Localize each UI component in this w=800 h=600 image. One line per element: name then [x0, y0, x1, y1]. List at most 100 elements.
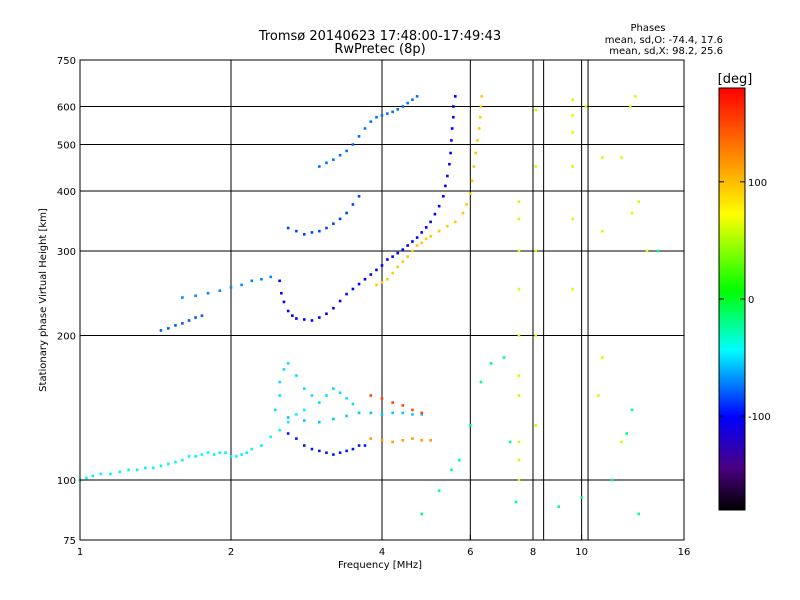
x-tick-label: 4	[379, 547, 385, 558]
data-point	[363, 277, 367, 281]
data-point	[610, 478, 614, 482]
data-point	[357, 135, 361, 138]
data-point	[332, 306, 335, 310]
data-point	[375, 283, 378, 287]
data-point	[302, 419, 306, 422]
data-point	[318, 316, 321, 319]
data-point	[449, 151, 452, 155]
data-point	[282, 368, 286, 371]
data-point	[437, 204, 441, 208]
data-point	[338, 299, 342, 303]
data-point	[479, 380, 483, 384]
data-point	[401, 411, 405, 415]
data-point	[474, 151, 478, 155]
data-point	[420, 411, 424, 415]
data-point	[448, 162, 451, 166]
data-point	[597, 394, 600, 397]
data-point	[401, 260, 405, 264]
data-point	[109, 472, 112, 476]
data-point	[286, 416, 290, 419]
data-point	[224, 451, 227, 455]
data-point	[357, 195, 361, 198]
data-point	[401, 105, 405, 108]
data-point	[174, 324, 177, 327]
data-point	[571, 217, 575, 221]
data-point	[218, 451, 222, 455]
data-point	[240, 283, 243, 287]
data-point	[480, 95, 483, 98]
data-point	[295, 374, 298, 377]
data-point	[461, 211, 465, 215]
data-point	[380, 397, 384, 400]
data-point	[345, 449, 348, 453]
x-tick-label: 1	[77, 547, 83, 558]
data-point	[295, 413, 298, 416]
data-point	[338, 451, 342, 455]
data-point	[369, 394, 373, 397]
data-point	[200, 314, 204, 317]
data-point	[380, 281, 384, 284]
data-point	[369, 273, 373, 276]
data-point	[218, 289, 222, 292]
data-point	[534, 108, 538, 112]
data-point	[310, 447, 314, 451]
data-point	[534, 165, 538, 168]
data-point	[444, 184, 447, 188]
data-point	[269, 435, 273, 439]
data-point	[187, 319, 191, 322]
data-point	[302, 444, 306, 447]
data-point	[351, 402, 355, 406]
data-point	[411, 437, 414, 440]
data-point	[391, 440, 394, 444]
data-point	[181, 458, 184, 462]
data-point	[269, 275, 273, 279]
data-point	[167, 327, 170, 330]
data-point	[457, 458, 461, 462]
data-point	[601, 156, 604, 159]
data-point	[351, 287, 355, 291]
data-point	[280, 291, 283, 295]
data-point	[212, 453, 216, 456]
data-point	[278, 428, 281, 432]
data-point	[424, 226, 428, 229]
data-point	[351, 203, 355, 206]
x-axis-label: Frequency [MHz]	[338, 560, 422, 571]
data-points	[78, 95, 660, 516]
data-point	[380, 264, 384, 267]
data-point	[286, 362, 290, 365]
data-point	[245, 451, 249, 455]
data-point	[194, 294, 197, 298]
data-point	[332, 222, 335, 225]
data-point	[446, 224, 449, 228]
data-point	[517, 478, 521, 482]
data-point	[181, 322, 184, 325]
data-point	[401, 438, 405, 442]
data-point	[517, 440, 521, 444]
data-point	[363, 444, 367, 447]
data-point	[415, 244, 419, 247]
data-point	[325, 312, 328, 316]
data-point	[357, 282, 361, 286]
x-tick-label: 2	[228, 547, 234, 558]
stats-line-x: mean, sd,X: 98.2, 25.6	[609, 46, 723, 57]
data-point	[159, 464, 163, 468]
data-point	[338, 153, 342, 157]
data-point	[206, 291, 210, 295]
data-point	[250, 279, 254, 283]
data-point	[332, 417, 335, 421]
data-point	[396, 251, 400, 255]
data-point	[278, 279, 281, 283]
data-point	[235, 455, 238, 458]
data-point	[517, 217, 521, 221]
data-point	[420, 231, 424, 234]
y-axis-ticks: 75 100 200 300 400 500 600 750	[57, 56, 85, 547]
data-point	[127, 468, 130, 472]
data-point	[442, 195, 445, 198]
data-point	[357, 411, 361, 415]
data-point	[295, 229, 298, 233]
data-point	[446, 174, 449, 178]
data-point	[380, 438, 384, 442]
data-point	[369, 120, 373, 123]
y-tick-label: 200	[57, 332, 76, 343]
